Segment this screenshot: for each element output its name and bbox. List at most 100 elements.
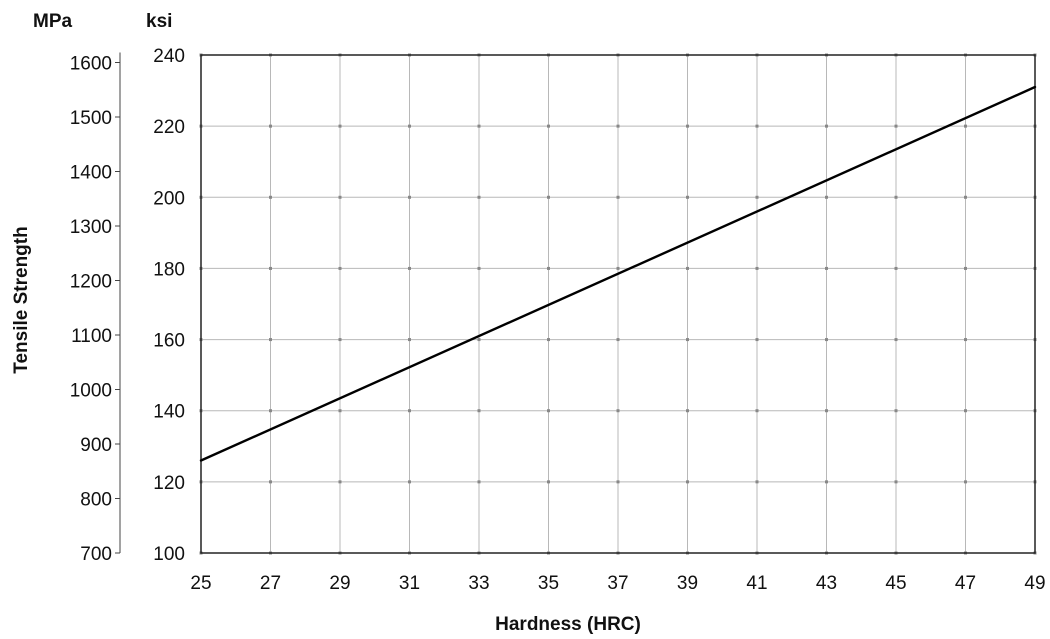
grid-node <box>686 409 689 413</box>
grid-node <box>894 480 898 484</box>
grid-node <box>616 409 620 413</box>
grid-node <box>477 266 481 270</box>
grid-node <box>964 338 967 342</box>
grid-node <box>338 266 342 270</box>
grid-node <box>269 195 272 199</box>
grid-node <box>269 266 272 270</box>
grid-node <box>755 195 759 199</box>
grid-node <box>408 480 411 484</box>
y-secondary-unit: MPa <box>33 11 73 32</box>
grid-node <box>964 409 967 413</box>
grid-node <box>408 338 411 342</box>
grid-node <box>825 409 828 413</box>
x-tick-label: 47 <box>955 573 976 594</box>
y-primary-tick-label: 100 <box>153 544 185 565</box>
x-axis-title: Hardness (HRC) <box>495 614 641 635</box>
grid-node <box>825 124 828 128</box>
x-tick-label: 29 <box>329 573 350 594</box>
grid-node <box>825 338 828 342</box>
grid-node <box>269 409 272 413</box>
grid-node <box>964 480 967 484</box>
grid-node <box>964 266 967 270</box>
grid-node <box>269 338 272 342</box>
y-primary-tick-label: 180 <box>153 259 185 280</box>
grid-node <box>894 124 898 128</box>
y-secondary-tick-label: 1100 <box>71 326 112 347</box>
x-tick-label: 49 <box>1024 573 1045 594</box>
grid-node <box>686 124 689 128</box>
grid-node <box>894 338 898 342</box>
grid-node <box>547 480 550 484</box>
y-primary-tick-label: 220 <box>153 117 185 138</box>
grid-node <box>477 409 481 413</box>
y-secondary-tick-label: 1300 <box>70 217 112 238</box>
y-primary-tick-label: 160 <box>153 331 185 352</box>
grid-node <box>269 480 272 484</box>
grid-node <box>616 338 620 342</box>
y-secondary-tick-label: 700 <box>80 544 112 565</box>
x-tick-label: 33 <box>468 573 489 594</box>
grid-node <box>616 195 620 199</box>
grid-node <box>269 124 272 128</box>
grid-node <box>686 338 689 342</box>
grid-node <box>964 195 967 199</box>
grid-node <box>894 266 898 270</box>
grid-node <box>686 266 689 270</box>
x-tick-label: 39 <box>677 573 698 594</box>
plot-frame <box>200 54 1036 554</box>
grid-node <box>825 266 828 270</box>
grid-node <box>686 480 689 484</box>
y-secondary-tick-label: 900 <box>80 435 112 456</box>
grid-node <box>755 266 759 270</box>
grid-node <box>338 338 342 342</box>
x-tick-label: 25 <box>190 573 211 594</box>
grid-node <box>338 409 342 413</box>
grid-node <box>755 409 759 413</box>
labels: MPa ksi Hardness (HRC) Tensile Strength … <box>11 11 1046 635</box>
grid-node <box>825 195 828 199</box>
grid-node <box>547 266 550 270</box>
grid-node <box>477 124 481 128</box>
y-primary-tick-label: 240 <box>153 46 185 67</box>
x-tick-label: 37 <box>607 573 628 594</box>
grid-node <box>894 195 898 199</box>
grid-node <box>338 124 342 128</box>
grid <box>199 53 1037 555</box>
y-secondary-tick-label: 1600 <box>70 54 112 75</box>
grid-node <box>408 124 411 128</box>
grid-node <box>964 124 967 128</box>
grid-node <box>477 338 481 342</box>
grid-node <box>755 338 759 342</box>
grid-node <box>338 480 342 484</box>
y-primary-unit: ksi <box>146 11 172 32</box>
grid-node <box>338 195 342 199</box>
y-primary-tick-label: 140 <box>153 402 185 423</box>
grid-node <box>686 195 689 199</box>
series <box>199 85 1037 462</box>
grid-node <box>408 266 411 270</box>
x-tick-label: 45 <box>885 573 906 594</box>
grid-node <box>755 480 759 484</box>
x-tick-label: 43 <box>816 573 837 594</box>
x-tick-label: 27 <box>260 573 281 594</box>
y-secondary-tick-label: 1000 <box>70 381 112 402</box>
grid-node <box>408 409 411 413</box>
series-line <box>199 85 1037 462</box>
x-tick-label: 41 <box>746 573 767 594</box>
grid-node <box>547 195 550 199</box>
x-tick-label: 31 <box>399 573 420 594</box>
axes <box>115 52 1036 554</box>
x-tick-label: 35 <box>538 573 559 594</box>
grid-node <box>547 338 550 342</box>
grid-node <box>477 195 481 199</box>
grid-node <box>825 480 828 484</box>
y-axis-title: Tensile Strength <box>11 226 32 373</box>
y-primary-tick-label: 200 <box>153 188 185 209</box>
y-secondary-tick-label: 800 <box>80 490 112 511</box>
y-secondary-tick-label: 1400 <box>70 163 112 184</box>
grid-node <box>755 124 759 128</box>
grid-node <box>616 266 620 270</box>
y-secondary-tick-label: 1500 <box>70 108 112 129</box>
